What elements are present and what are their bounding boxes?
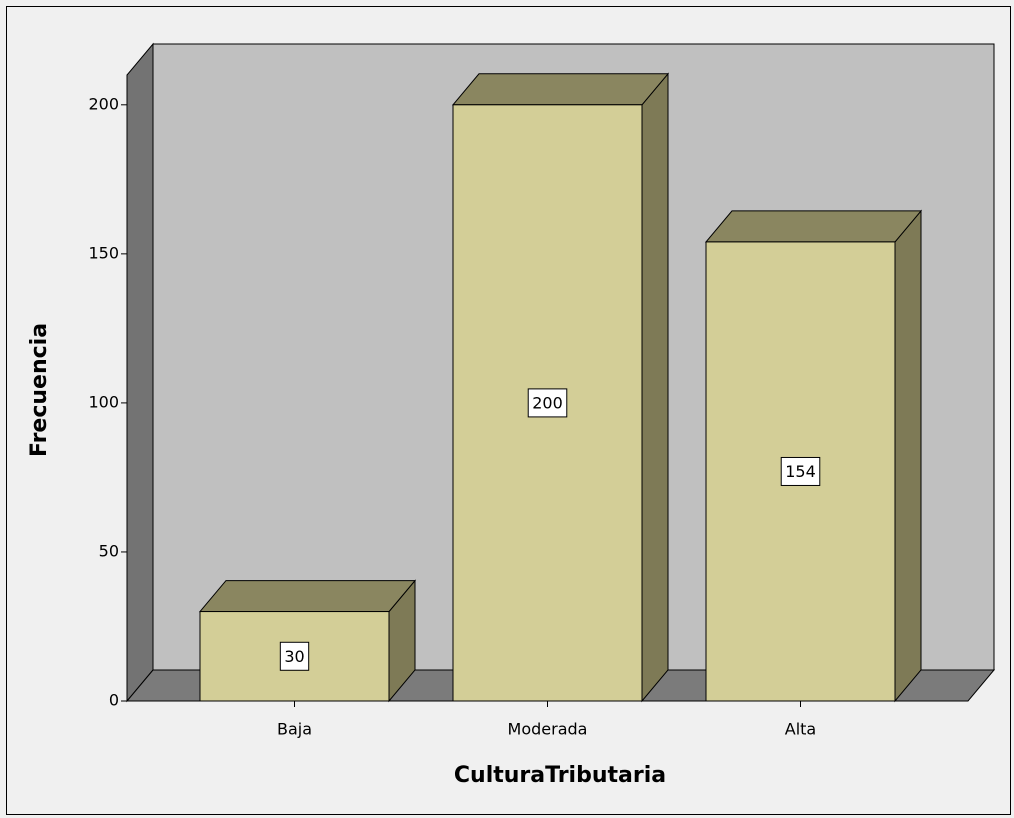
data-label-box <box>527 388 568 418</box>
y-tick-label: 0 <box>109 691 119 710</box>
data-label: 200 <box>532 393 563 412</box>
data-label: 154 <box>785 462 816 481</box>
bar-side <box>894 209 922 703</box>
x-tick-label: Baja <box>277 720 312 739</box>
y-tick-label: 200 <box>88 94 119 113</box>
bar <box>704 209 923 703</box>
y-tick-label: 150 <box>88 243 119 262</box>
bar <box>198 579 417 703</box>
x-tick-label: Moderada <box>508 720 588 739</box>
data-label: 30 <box>284 647 304 666</box>
left-wall <box>126 42 154 703</box>
y-axis-title: Frecuencia <box>27 323 52 457</box>
x-tick-label: Alta <box>785 720 816 739</box>
bar-top <box>198 580 417 613</box>
bar-top <box>451 73 670 106</box>
x-axis-title: CulturaTributaria <box>454 763 666 788</box>
data-label-box <box>279 641 310 671</box>
y-tick-label: 100 <box>88 392 119 411</box>
y-tick-label: 50 <box>99 541 119 560</box>
bar <box>451 72 670 703</box>
data-label-box <box>780 456 821 486</box>
bar-side <box>641 72 669 703</box>
bar-top <box>704 210 923 243</box>
